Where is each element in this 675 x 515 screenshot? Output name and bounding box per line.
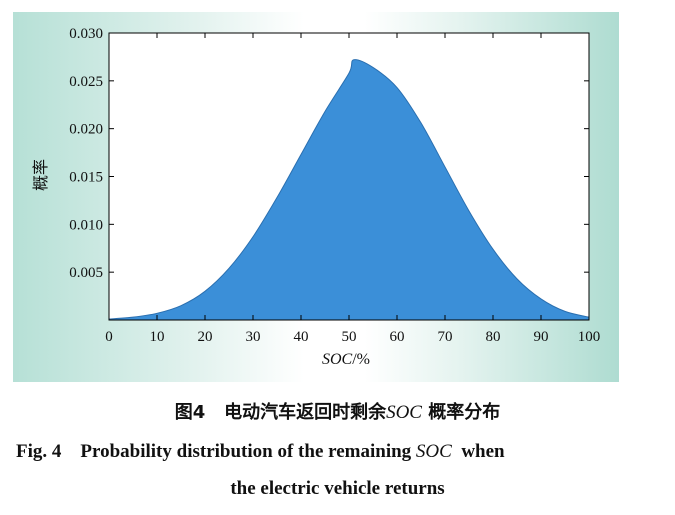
x-tick-label: 50 [342, 329, 357, 345]
caption-en-term: SOC [415, 441, 452, 462]
distribution-area [109, 59, 589, 321]
y-axis-ticks: 0.005 0.010 0.015 0.020 0.025 0.030 [69, 26, 589, 281]
y-tick-label: 0.010 [69, 217, 103, 233]
figure-panel: 0 10 20 30 40 50 60 70 80 90 100 0.005 0.010 0.015 0.… [13, 12, 619, 382]
y-tick-label: 0.005 [69, 265, 103, 281]
caption-en-text: Probability distribution of the remainin… [80, 441, 412, 462]
x-axis-label: SOC/% [322, 351, 370, 368]
probability-chart: 0 10 20 30 40 50 60 70 80 90 100 0.0050.0100.0150.… [32, 26, 600, 368]
plot-area [108, 32, 590, 321]
distribution-curve [108, 59, 590, 320]
y-tick-label: 0.025 [69, 74, 103, 90]
figure-caption-english-line2: the electric vehicle returns [230, 478, 445, 499]
figure-number-en: Fig. 4 [16, 441, 62, 462]
figure-caption-chinese: 图4 电动汽车返回时剩余SOC 概率分布 [0, 398, 675, 424]
y-axis-label: 概率 [32, 159, 50, 191]
y-tick-label: 0.030 [69, 26, 103, 42]
x-tick-label: 20 [198, 329, 213, 345]
x-axis-ticks: 0 10 20 30 40 50 60 70 80 90 100 [105, 33, 600, 345]
caption-cn-term: SOC [386, 402, 422, 423]
caption-cn-text-b: 概率分布 [428, 402, 501, 423]
x-tick-label: 80 [486, 329, 501, 345]
x-axis-label-unit: /% [352, 351, 370, 368]
y-tick-label: 0.020 [69, 122, 103, 138]
caption-en-tail: when [461, 441, 505, 462]
figure-caption-english-line1: Fig. 4 Probability distribution of the r… [16, 441, 505, 463]
x-tick-label: 10 [150, 329, 165, 345]
x-tick-label: 90 [534, 329, 549, 345]
y-tick-label: 0.015 [69, 170, 103, 186]
x-tick-label: 40 [294, 329, 309, 345]
x-tick-label: 100 [578, 329, 601, 345]
x-axis-label-term: SOC [322, 351, 353, 368]
caption-cn-text-a: 电动汽车返回时剩余 [224, 402, 387, 423]
x-tick-label: 30 [246, 329, 261, 345]
x-tick-label: 70 [438, 329, 453, 345]
figure-number-cn: 图4 [174, 402, 206, 423]
x-tick-label: 0 [105, 329, 113, 345]
x-tick-label: 60 [390, 329, 405, 345]
